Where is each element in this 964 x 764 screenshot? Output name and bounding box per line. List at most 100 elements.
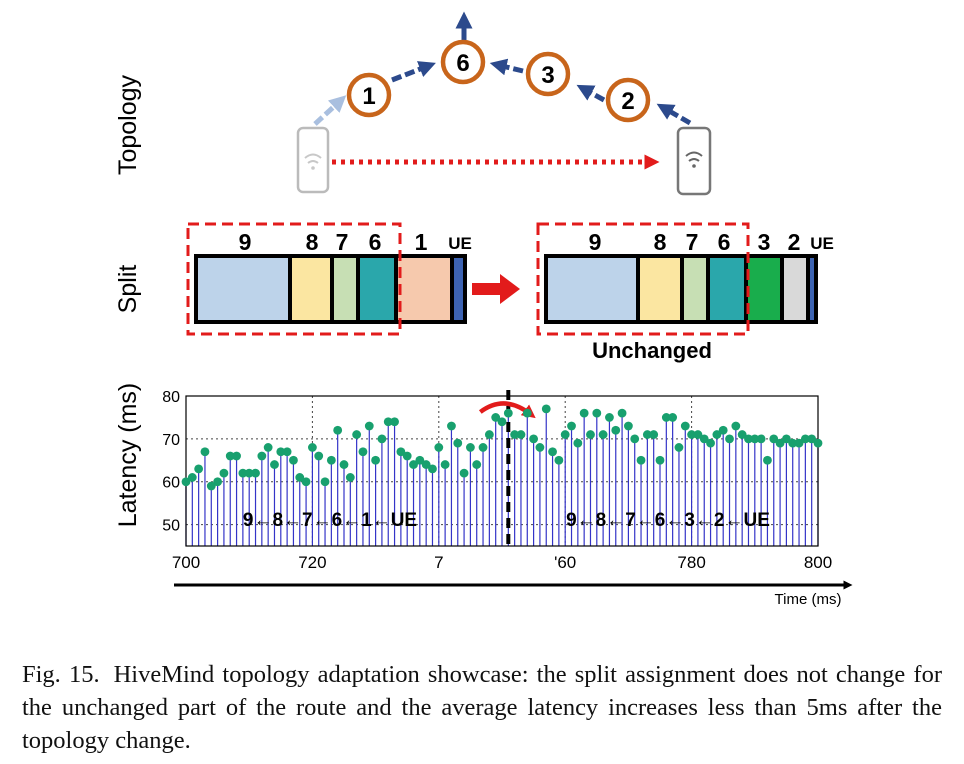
latency-point [187, 473, 197, 482]
node-label: 3 [541, 62, 554, 89]
latency-point [586, 430, 595, 439]
latency-point [232, 451, 241, 461]
latency-point [800, 434, 810, 444]
latency-point [636, 455, 646, 465]
latency-point [756, 434, 766, 444]
link-3-6 [489, 58, 524, 76]
latency-point [371, 455, 380, 465]
latency-point [434, 443, 444, 452]
unchanged-highlight-before [186, 222, 402, 336]
latency-point [314, 451, 324, 461]
latency-point [497, 417, 507, 427]
latency-point [522, 408, 532, 418]
y-tick-label: 50 [162, 518, 180, 535]
latency-point [630, 434, 640, 444]
latency-point [567, 421, 576, 431]
split-label-6: 6 [369, 229, 382, 255]
latency-point [807, 434, 817, 444]
split-label-ue: UE [810, 234, 834, 253]
latency-point [225, 451, 235, 461]
split-label-1: 1 [415, 229, 428, 255]
latency-point [598, 430, 608, 439]
latency-point [712, 430, 722, 439]
latency-point [308, 443, 317, 452]
latency-point [326, 455, 336, 465]
latency-point [674, 443, 684, 452]
latency-axis-label: Latency (ms) [114, 383, 142, 527]
latency-point [428, 464, 437, 474]
latency-point [718, 425, 728, 435]
topology-node-1: 1 [346, 72, 392, 118]
topology-node-2: 2 [605, 77, 651, 123]
node-label: 6 [456, 50, 469, 77]
latency-point [390, 417, 399, 427]
latency-point [788, 438, 798, 448]
latency-point [624, 421, 633, 431]
latency-point [605, 413, 614, 422]
x-tick-label: 7 [434, 553, 443, 572]
latency-point [257, 451, 267, 461]
latency-point [535, 443, 545, 452]
split-label-3: 3 [758, 229, 771, 255]
latency-point [453, 438, 463, 448]
latency-point [282, 447, 292, 457]
latency-point [409, 460, 418, 469]
split-row-label: Split [114, 265, 142, 314]
figure-caption: Fig. 15. HiveMind topology adaptation sho… [22, 658, 942, 757]
latency-point [491, 413, 501, 422]
latency-point [560, 430, 570, 439]
latency-point [769, 434, 779, 444]
latency-point [548, 447, 557, 457]
latency-point [699, 434, 709, 444]
latency-point [345, 473, 355, 482]
latency-point [706, 438, 715, 448]
latency-point [238, 468, 248, 478]
latency-point [263, 443, 273, 452]
split-label-8: 8 [654, 229, 667, 255]
latency-point [661, 413, 671, 422]
split-label-9: 9 [589, 229, 602, 255]
route-before-label: 9←8←7←6←1←UE [243, 510, 417, 531]
split-label-7: 7 [686, 229, 699, 255]
unchanged-highlight-after [536, 222, 750, 336]
caption-label: Fig. 15. [22, 661, 100, 688]
split-label-ue: UE [448, 234, 472, 253]
link-ue-new-2 [656, 103, 692, 126]
link-2-3 [576, 84, 606, 103]
latency-point [782, 434, 791, 444]
figure: Topology Split Latency (ms) 1 [114, 11, 853, 608]
latency-point [270, 460, 279, 469]
latency-point [383, 417, 393, 427]
latency-point [680, 421, 690, 431]
latency-point [466, 443, 475, 452]
latency-chart: 50 60 70 80 700 720 7 '60 780 800 9←8←7←6←1←UE 9… [162, 389, 853, 608]
latency-point [421, 460, 431, 469]
latency-point [339, 460, 349, 469]
phone-old-icon [296, 126, 330, 194]
latency-point [693, 430, 703, 439]
latency-point [617, 408, 627, 418]
latency-point [320, 477, 330, 487]
latency-point [377, 434, 387, 444]
latency-point [244, 468, 254, 478]
latency-point [333, 425, 343, 435]
latency-point [194, 464, 204, 474]
split-label-9: 9 [239, 229, 252, 255]
latency-point [516, 430, 526, 439]
latency-point [611, 425, 621, 435]
phone-new-icon [676, 126, 712, 196]
caption-text: HiveMind topology adaptation showcase: t… [22, 661, 942, 754]
x-tick-label: '60 [554, 553, 576, 572]
link-1-6 [391, 61, 436, 83]
x-tick-label: 720 [298, 553, 326, 572]
latency-point [200, 447, 210, 457]
node-label: 1 [362, 83, 375, 110]
latency-point [447, 421, 456, 431]
latency-point [219, 468, 229, 478]
latency-point [750, 434, 760, 444]
topology-row-label: Topology [114, 74, 142, 175]
split-transition-arrow [472, 274, 520, 304]
latency-point [440, 460, 450, 469]
latency-point [529, 434, 538, 444]
latency-point [579, 408, 589, 418]
